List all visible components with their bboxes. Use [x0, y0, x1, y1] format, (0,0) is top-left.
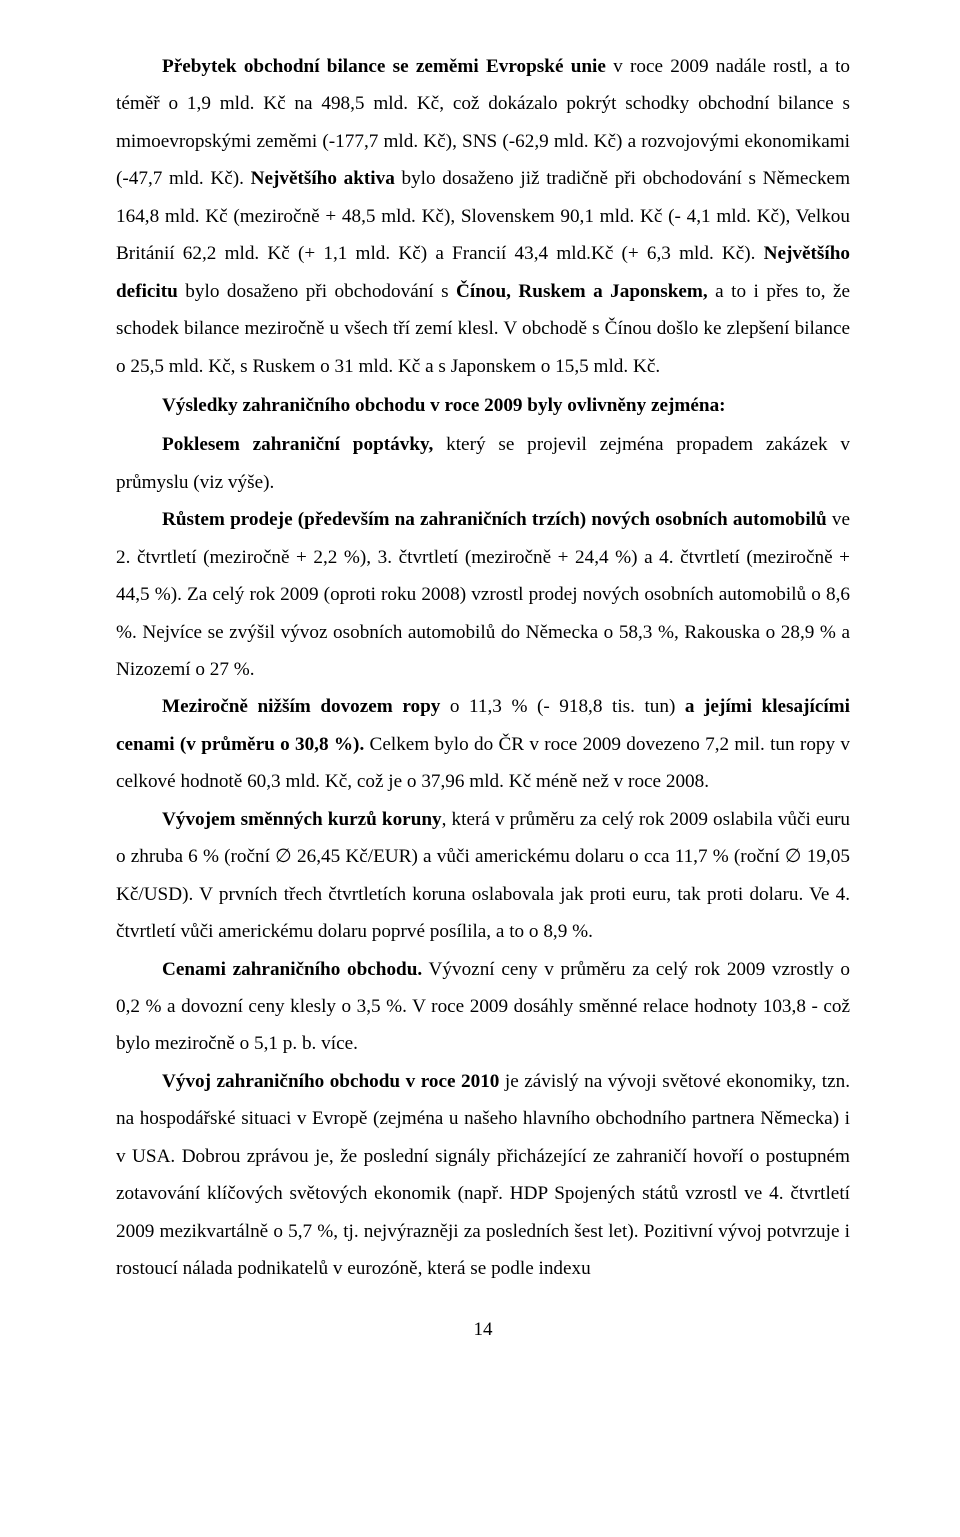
p1-bold-4: Čínou, Ruskem a Japonskem, — [456, 281, 708, 302]
p7-bold: Vývoj zahraničního obchodu v roce 2010 — [162, 1071, 499, 1092]
p7-text: je závislý na vývoji světové ekonomiky, … — [116, 1071, 850, 1279]
p3-bold: Růstem prodeje (především na zahraničníc… — [162, 509, 827, 530]
p3-text: ve 2. čtvrtletí (meziročně + 2,2 %), 3. … — [116, 509, 850, 680]
paragraph-7: Vývoj zahraničního obchodu v roce 2010 j… — [116, 1063, 850, 1288]
paragraph-1: Přebytek obchodní bilance se zeměmi Evro… — [116, 48, 850, 385]
paragraph-5: Vývojem směnných kurzů koruny, která v p… — [116, 801, 850, 951]
p4-text-1: o 11,3 % (- 918,8 tis. tun) — [440, 696, 685, 717]
subheading: Výsledky zahraničního obchodu v roce 200… — [116, 387, 850, 424]
p1-bold-2: Největšího aktiva — [251, 168, 395, 189]
p2-bold: Poklesem zahraniční poptávky, — [162, 434, 433, 455]
p1-bold-1: Přebytek obchodní bilance se zeměmi Evro… — [162, 56, 606, 77]
subheading-text: Výsledky zahraničního obchodu v roce 200… — [162, 395, 726, 416]
paragraph-4: Meziročně nižším dovozem ropy o 11,3 % (… — [116, 688, 850, 800]
p1-text-3: bylo dosaženo při obchodování s — [178, 281, 456, 302]
p5-bold: Vývojem směnných kurzů koruny — [162, 809, 442, 830]
paragraph-2: Poklesem zahraniční poptávky, který se p… — [116, 426, 850, 501]
p4-bold-1: Meziročně nižším dovozem ropy — [162, 696, 440, 717]
p6-bold: Cenami zahraničního obchodu. — [162, 959, 422, 980]
page-number: 14 — [116, 1311, 850, 1348]
paragraph-3: Růstem prodeje (především na zahraničníc… — [116, 501, 850, 688]
paragraph-6: Cenami zahraničního obchodu. Vývozní cen… — [116, 951, 850, 1063]
